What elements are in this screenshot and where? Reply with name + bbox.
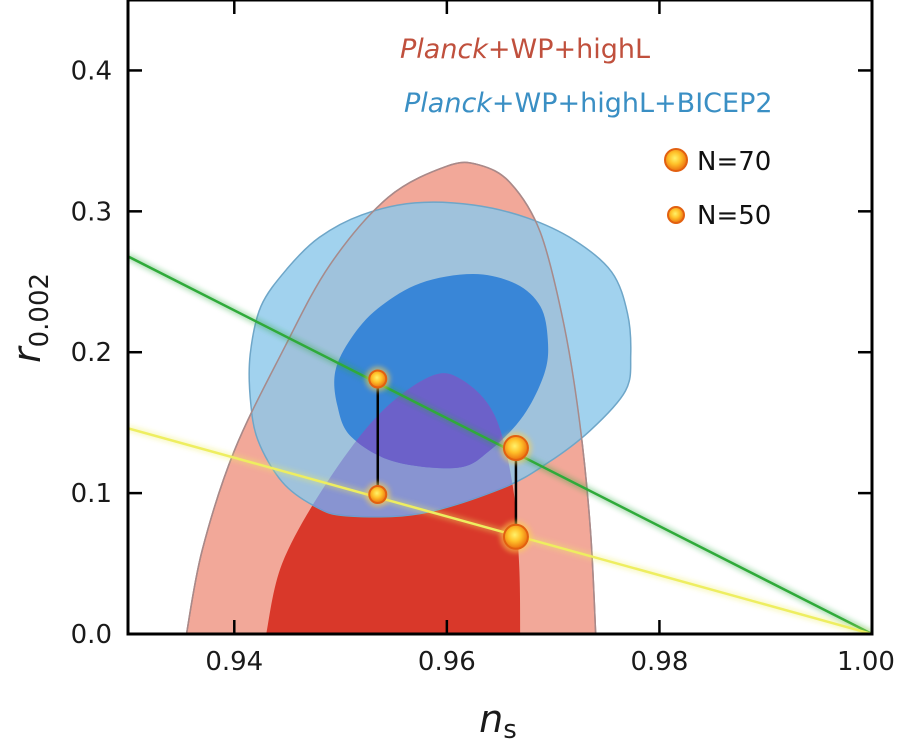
x-tick-label: 0.94	[205, 647, 263, 677]
y-axis-symbol: r	[5, 345, 49, 363]
x-tick-label: 0.96	[418, 647, 476, 677]
legend-marker-small	[667, 206, 685, 224]
legend-entry-planck-wp-highl: Planck+WP+highL	[400, 34, 650, 65]
x-tick-label: 1.00	[837, 647, 895, 677]
x-axis-subscript: s	[503, 715, 517, 744]
marker-N=70-0	[502, 435, 529, 462]
plot-area	[128, 161, 872, 634]
contour-overlap-68-top	[334, 373, 521, 469]
legend: Planck+WP+highL Planck+WP+highL+BICEP2 N…	[400, 34, 773, 231]
marker-N=50-0	[368, 369, 388, 389]
line-layer	[128, 253, 872, 634]
legend-label-n70: N=70	[697, 147, 771, 177]
legend-entry-italic-part: Planck	[400, 34, 489, 65]
legend-entry-rest: +WP+highL	[488, 34, 650, 65]
contour-planck-95-outline	[185, 161, 597, 634]
marker-N=50-1	[368, 485, 388, 505]
legend-entry-rest: +WP+highL+BICEP2	[492, 88, 773, 119]
y-tick-label: 0.2	[71, 338, 112, 368]
legend-entry-italic-part: Planck	[404, 88, 493, 119]
line-yellow	[128, 427, 872, 634]
x-tick-label: 0.98	[630, 647, 688, 677]
axis-tick-labels: 0.94 0.96 0.98 1.00 0.0 0.1 0.2 0.3 0.4	[71, 56, 895, 677]
y-tick-label: 0.3	[71, 197, 112, 227]
y-tick-label: 0.4	[71, 56, 112, 86]
legend-entry-planck-wp-highl-bicep2: Planck+WP+highL+BICEP2	[404, 88, 773, 119]
y-axis-title: r0.002	[5, 273, 55, 363]
y-tick-label: 0.0	[71, 620, 112, 650]
marker-layer	[365, 366, 532, 553]
marker-N=70-1	[502, 523, 529, 550]
x-axis-symbol: n	[479, 697, 503, 741]
line-green	[128, 255, 872, 634]
legend-label-n50: N=50	[697, 201, 771, 231]
plot-frame	[126, 0, 874, 636]
x-axis-title: ns	[479, 697, 517, 744]
y-tick-label: 0.1	[71, 479, 112, 509]
axis-ticks	[128, 0, 874, 636]
y-axis-subscript: 0.002	[25, 273, 55, 347]
legend-marker-large	[664, 148, 688, 172]
